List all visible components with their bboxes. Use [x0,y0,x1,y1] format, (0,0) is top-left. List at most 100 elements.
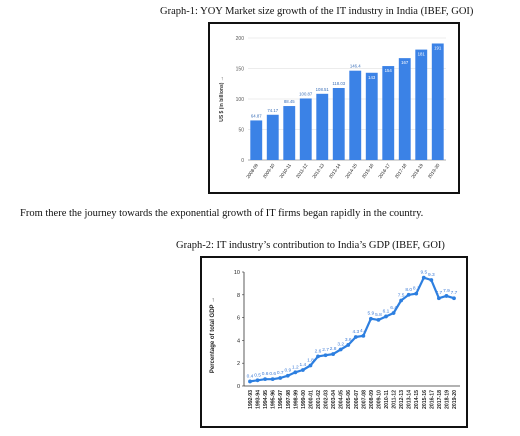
x-tick-label: 2015-16 [361,162,375,179]
y-tick-label: 0 [237,384,240,390]
data-point [338,347,343,352]
x-tick-label: 2013-14 [407,390,413,409]
x-tick-label: 2009-10 [262,162,276,179]
data-point [444,294,449,298]
bar-value-label: 74.17 [267,108,278,113]
data-point [308,363,313,368]
gdp-series-line [249,276,455,383]
point-value-label: 0.5 [254,372,261,378]
x-tick-label: 2011-12 [295,162,309,179]
point-value-label: 6.1 [383,308,390,314]
bar-value-label: 88.45 [284,99,295,104]
data-point [406,292,411,297]
bar-value-label: 64.87 [251,113,262,118]
data-point [353,335,358,339]
x-tick-label: 2018-19 [410,162,424,179]
bar [250,120,263,160]
data-point [429,278,434,282]
x-tick-label: 2016-17 [429,390,435,409]
data-point [376,317,381,322]
x-tick-label: 2007-08 [361,390,367,409]
bar [382,66,395,160]
bar [398,58,411,160]
data-point [331,352,336,356]
x-tick-label: 2001-02 [316,390,322,409]
point-value-label: 7.7 [451,290,458,296]
x-tick-label: 2011-12 [392,390,398,409]
point-value-label: 5.8 [375,312,382,318]
x-tick-label: 1992-93 [248,390,254,409]
market-size-bar-chart: 0 50 100 150 200 US $ (in billions) → 64.87 200… [219,36,446,179]
y-tick-label: 2 [237,361,240,367]
bar [299,98,312,160]
x-tick-label: 2008-09 [245,162,259,179]
x-tick-label: 2016-17 [377,162,391,179]
point-value-label: 2.7 [322,347,329,353]
bar [332,88,345,160]
point-value-label: 6.4 [390,305,397,311]
y-axis-label: US $ (in billions) → [219,76,225,122]
bar-value-label: 146.4 [350,64,361,69]
data-point [270,377,275,382]
graph2-frame: 0 2 4 6 8 10 Percentage of total GDP → 0.4 1992-… [200,256,468,428]
data-point [255,378,260,383]
data-point [452,296,456,301]
point-value-label: 1.2 [292,364,299,370]
x-tick-label: 2009-10 [376,390,382,409]
bar [316,93,329,160]
point-value-label: 2.6 [315,348,322,354]
x-tick-label: 1999-00 [301,390,307,409]
bar-value-label: 181 [418,52,426,57]
gdp-contribution-line-chart: 0 2 4 6 8 10 Percentage of total GDP → 0.4 1992-… [210,270,460,409]
x-tick-label: 2012-13 [399,390,405,409]
data-point [368,316,373,321]
y-axis-label: Percentage of total GDP → [210,297,216,373]
y-tick-label: 6 [237,316,240,322]
x-tick-label: 2014-15 [414,390,420,409]
y-tick-label: 4 [237,338,240,344]
x-tick-label: 1996-97 [278,390,284,409]
y-tick-label: 200 [236,36,245,42]
data-point [316,354,320,359]
point-value-label: 2.8 [330,346,337,352]
bar-value-label: 154 [385,68,393,73]
x-tick-label: 2015-16 [422,390,428,409]
data-point [300,368,305,372]
point-value-label: 7.9 [443,288,450,294]
x-tick-label: 2010-11 [384,390,390,409]
point-value-label: 4.3 [352,329,359,335]
x-tick-label: 2006-07 [354,390,360,409]
bar [266,114,279,160]
point-value-label: 0.7 [277,370,284,376]
point-value-label: 1.8 [307,357,314,363]
x-tick-label: 2008-09 [369,390,375,409]
point-value-label: 9.5 [420,270,427,276]
point-value-label: 0.9 [284,368,291,374]
data-point [293,370,298,375]
point-value-label: 9.3 [428,272,435,278]
y-tick-label: 150 [236,67,245,73]
point-value-label: 8.1 [413,286,420,292]
x-tick-label: 2012-13 [311,162,325,179]
point-value-label: 3.2 [337,342,344,348]
y-tick-label: 50 [238,128,244,134]
y-tick-label: 8 [237,293,240,299]
point-value-label: 3.6 [345,337,352,343]
data-point [263,377,268,382]
point-value-label: 7.7 [436,290,443,296]
data-point [436,296,441,301]
y-tick-label: 100 [236,97,245,103]
x-tick-label: 2010-11 [278,162,292,179]
point-value-label: 1.4 [300,362,307,368]
point-value-label: 8.0 [405,287,412,293]
data-point [421,275,426,280]
data-point [248,379,252,384]
bar-value-label: 108.51 [316,87,330,92]
x-tick-label: 2004-05 [339,390,345,409]
graph1-frame: 0 50 100 150 200 US $ (in billions) → 64.87 200… [208,22,460,194]
data-point [361,333,366,338]
graph2-caption: Graph-2: IT industry’s contribution to I… [176,240,445,251]
graph1-caption: Graph-1: YOY Market size growth of the I… [160,6,474,17]
data-point [384,314,388,319]
data-point [391,311,396,315]
